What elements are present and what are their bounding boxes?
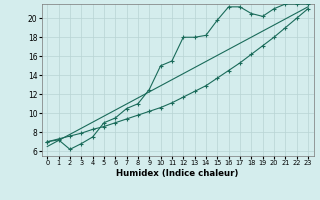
X-axis label: Humidex (Indice chaleur): Humidex (Indice chaleur) bbox=[116, 169, 239, 178]
